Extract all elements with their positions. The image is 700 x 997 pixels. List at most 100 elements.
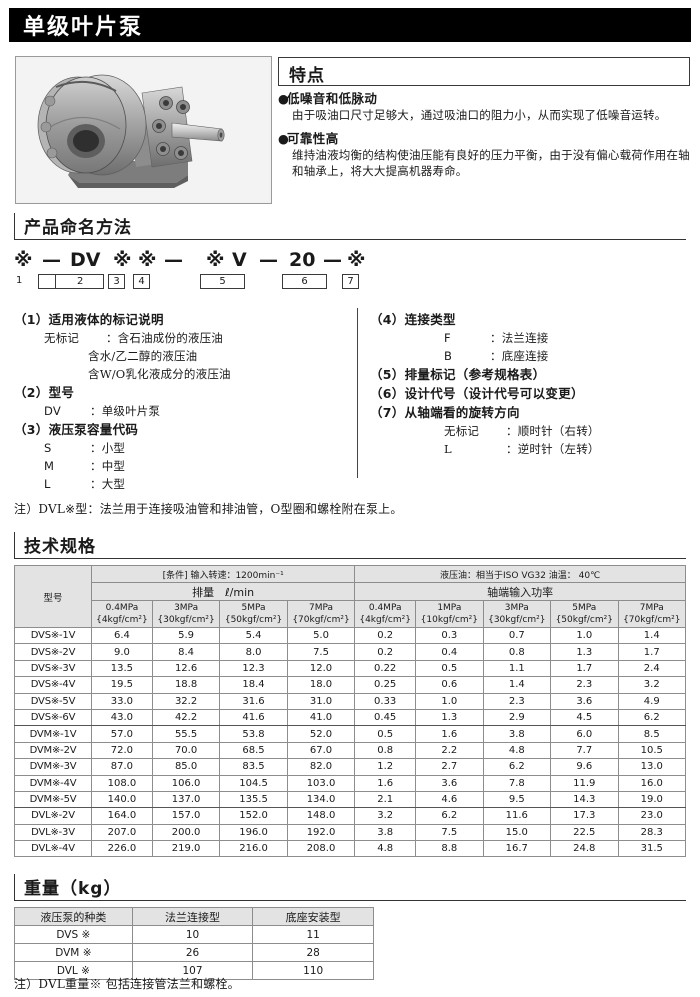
spec-power-cell: 2.3 (482, 692, 552, 710)
spec-unit-mpa: 5MPa (572, 603, 597, 613)
code-index-3: 3 (113, 276, 120, 287)
spec-power-cell: 4.8 (354, 840, 417, 858)
legend-sep: ： (490, 349, 502, 363)
spec-table-row: DVM※-3V 87.0 85.0 83.5 82.0 1.2 2.7 6.2 9.6 13.0 (14, 758, 686, 776)
spec-model-cell: DVM※-4V (14, 774, 92, 792)
spec-flow-cell: 108.0 (91, 774, 153, 792)
spec-flow-cell: 67.0 (286, 741, 356, 760)
spec-unit-kgf: {4kgf/cm²} (96, 615, 148, 625)
code-index-5: 5 (219, 276, 226, 287)
spec-power-cell: 2.2 (415, 741, 484, 760)
spec-power-cell: 7.8 (482, 774, 552, 792)
spec-flow-cell: 104.5 (219, 774, 288, 792)
spec-group-power: 轴端输入功率 (354, 582, 686, 601)
spec-power-cell: 0.45 (354, 708, 417, 727)
spec-flow-cell: 200.0 (151, 823, 221, 842)
legend-sub-row: S ：小型 (14, 439, 344, 457)
spec-flow-cell: 9.0 (91, 643, 153, 661)
spec-table-row: DVS※-3V 13.5 12.6 12.3 12.0 0.22 0.5 1.1 1.7 2.4 (14, 659, 686, 678)
code-token-5: ※ (138, 249, 157, 271)
spec-power-cell: 6.2 (617, 708, 686, 727)
spec-group-flow: 排量 ℓ/min (90, 582, 356, 601)
spec-power-cell: 15.0 (482, 823, 552, 842)
spec-table-body: DVS※-1V 6.4 5.9 5.4 5.0 0.2 0.3 0.7 1.0 1.4 DVS※-2… (14, 626, 686, 858)
spec-flow-cell: 148.0 (286, 807, 356, 825)
spec-flow-cell: 134.0 (286, 790, 356, 809)
spec-power-cell: 0.5 (415, 659, 484, 678)
spec-unit-mpa: 7MPa (639, 603, 664, 613)
spec-unit-cell: 5MPa {50kgf/cm²} (219, 600, 288, 628)
spec-model-cell: DVM※-2V (14, 741, 92, 760)
spec-power-cell: 11.9 (550, 774, 619, 792)
spec-unit-cell: 3MPa {30kgf/cm²} (482, 600, 552, 628)
spec-table-row: DVS※-5V 33.0 32.2 31.6 31.0 0.33 1.0 2.3 3.6 4.9 (14, 692, 686, 710)
spec-flow-cell: 18.8 (151, 676, 221, 694)
spec-unit-kgf: {50kgf/cm²} (224, 615, 283, 625)
spec-flow-cell: 68.5 (219, 741, 288, 760)
code-token-9: — (259, 249, 278, 271)
legend-value: 单级叶片泵 (101, 404, 161, 418)
legend-key: L (44, 477, 51, 491)
spec-unit-kgf: {50kgf/cm²} (555, 615, 613, 625)
legend-sub-row: F ：法兰连接 (370, 329, 690, 347)
spec-model-cell: DVS※-6V (14, 708, 92, 727)
spec-flow-cell: 164.0 (91, 807, 153, 825)
code-index-7: 7 (347, 276, 354, 287)
spec-flow-cell: 43.0 (91, 708, 153, 727)
spec-flow-cell: 87.0 (91, 758, 153, 776)
spec-power-cell: 2.7 (415, 758, 484, 776)
legend-entry-label: （3）液压泵容量代码 (14, 422, 139, 437)
spec-power-cell: 1.3 (415, 708, 484, 727)
code-token-4: ※ (113, 249, 132, 271)
spec-table-head: 型号 [条件] 输入转速：1200min⁻¹ 液压油：相当于ISO VG32 油… (14, 565, 686, 628)
code-index-4: 4 (138, 276, 145, 287)
weight-base-cell: 11 (252, 925, 374, 944)
spec-unit-kgf: {10kgf/cm²} (420, 615, 478, 625)
weight-flange-cell: 26 (131, 943, 254, 962)
bullet-icon: ● (278, 131, 290, 146)
code-index-1: 1 (16, 275, 23, 286)
legend-sub-row: DV ：单级叶片泵 (14, 402, 344, 420)
product-photo (15, 56, 272, 204)
spec-flow-cell: 137.0 (151, 790, 221, 809)
spec-unit-mpa: 1MPa (437, 603, 462, 613)
code-index-box-6: 6 (282, 274, 327, 289)
spec-power-cell: 0.7 (482, 626, 552, 645)
legend-value: 中型 (101, 459, 126, 473)
spec-power-cell: 1.6 (354, 774, 417, 792)
spec-flow-cell: 57.0 (91, 725, 153, 743)
legend-sub-row: 无标记 ：顺时针（右转） (370, 422, 690, 440)
spec-flow-cell: 32.2 (151, 692, 221, 710)
code-index-box-7: 7 (342, 274, 359, 289)
spec-flow-cell: 192.0 (286, 823, 356, 842)
code-token-1: ※ (14, 249, 33, 271)
weight-flange-cell: 107 (131, 961, 254, 980)
spec-power-cell: 0.8 (354, 741, 417, 760)
legend-entry-label: （2）型号 (14, 385, 75, 400)
spec-power-cell: 6.2 (482, 758, 552, 776)
legend-key: DV (44, 404, 61, 418)
spec-unit-kgf: {30kgf/cm²} (157, 615, 215, 625)
spec-power-cell: 1.7 (550, 659, 619, 678)
spec-condition-row: 型号 [条件] 输入转速：1200min⁻¹ 液压油：相当于ISO VG32 油… (14, 565, 686, 628)
feature-title-row: ●低噪音和低脉动 (278, 90, 696, 107)
legend-value: 逆时针（左转） (517, 442, 600, 456)
spec-power-cell: 0.4 (415, 643, 484, 661)
spec-power-cell: 1.2 (354, 758, 417, 776)
weight-col-base: 底座安装型 (252, 907, 374, 926)
legend-key: 无标记 (44, 331, 80, 345)
spec-power-cell: 24.8 (550, 840, 619, 858)
spec-unit-cell: 7MPa {70kgf/cm²} (286, 600, 356, 628)
page-title-bar: 单级叶片泵 (9, 8, 691, 42)
spec-flow-cell: 103.0 (286, 774, 356, 792)
spec-flow-cell: 5.0 (286, 626, 356, 645)
model-code-sequence: ※ — DV ※ ※ — ※ V — 20 — ※ (14, 248, 394, 274)
spec-flow-cell: 135.5 (219, 790, 288, 809)
legend-sub-row: B ：底座连接 (370, 347, 690, 365)
spec-table-row: DVL※-3V 207.0 200.0 196.0 192.0 3.8 7.5 15.0 22.… (14, 823, 686, 842)
spec-power-cell: 2.4 (617, 659, 686, 678)
spec-flow-cell: 31.6 (219, 692, 288, 710)
spec-power-cell: 3.8 (354, 823, 417, 842)
spec-flow-cell: 19.5 (91, 676, 153, 694)
legend-value: 顺时针（右转） (517, 424, 600, 438)
